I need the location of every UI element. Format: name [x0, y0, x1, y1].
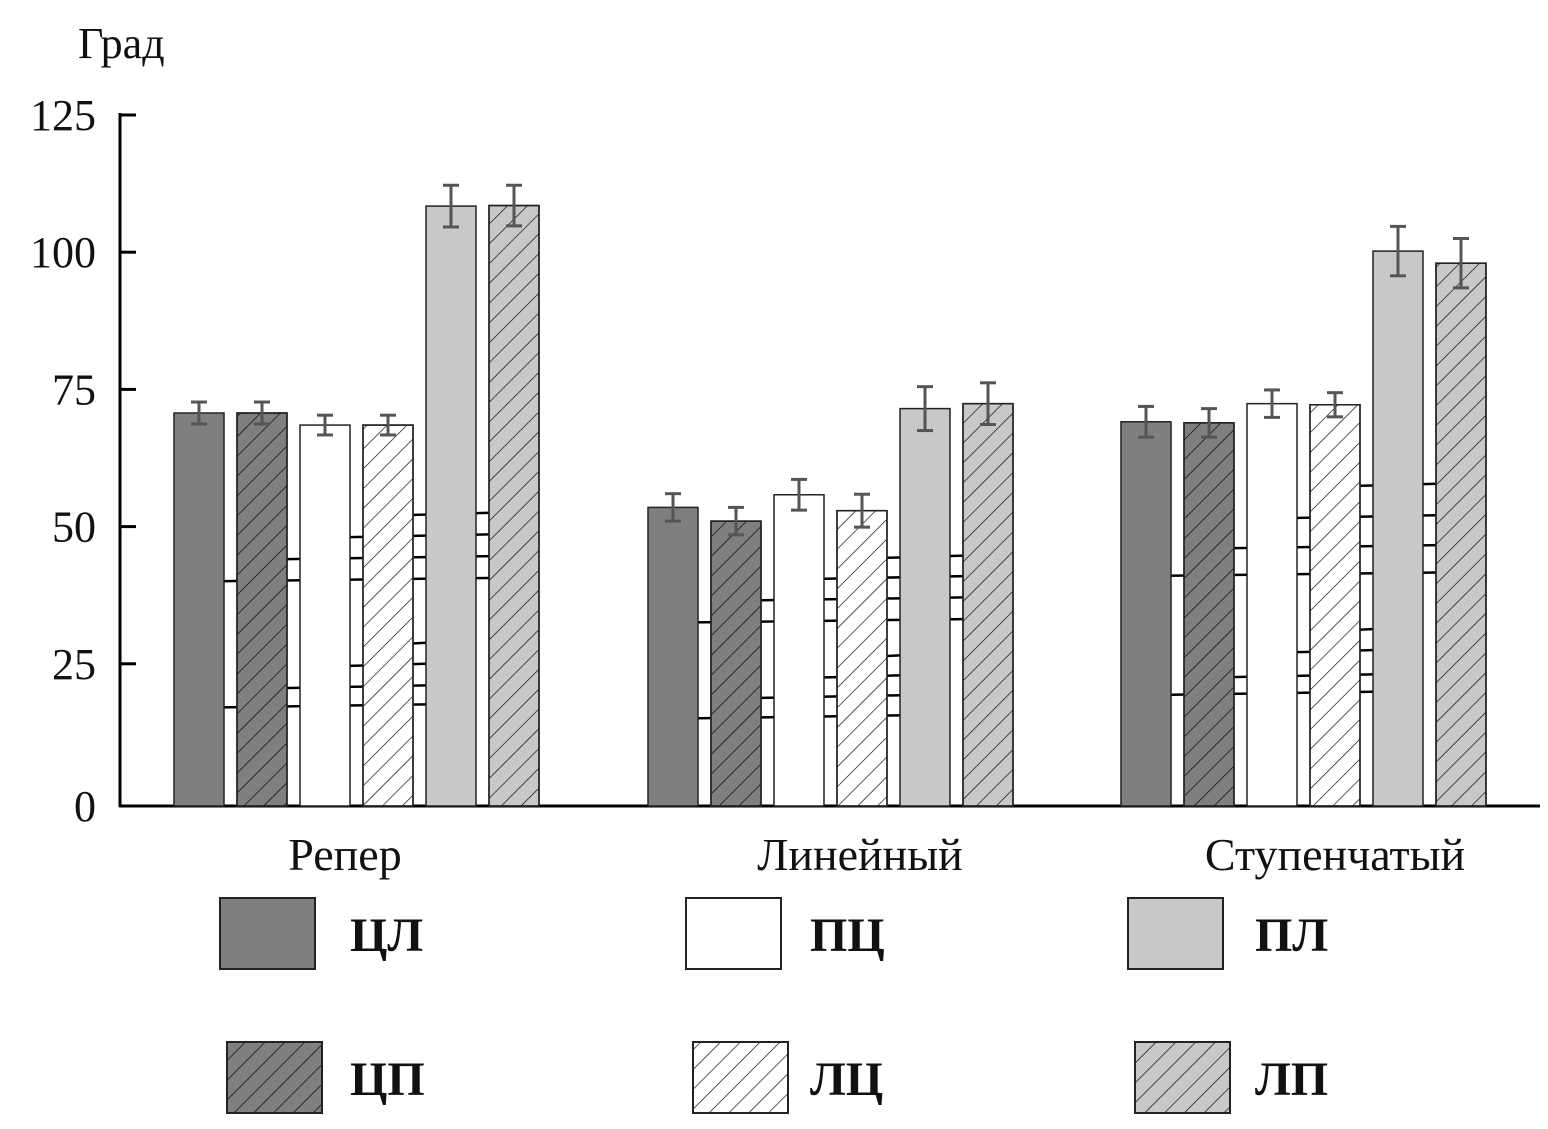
bar-hatch — [836, 509, 888, 807]
bar-hatch — [962, 402, 1014, 807]
y-tick-label: 50 — [52, 503, 96, 552]
bar-hatch — [362, 424, 414, 807]
error-bar — [191, 400, 207, 426]
error-bar — [1138, 404, 1154, 439]
error-bar — [917, 385, 933, 433]
error-bar — [506, 183, 522, 228]
y-axis-label: Град — [78, 19, 165, 68]
bar — [173, 412, 225, 807]
bar — [1246, 402, 1298, 807]
error-bar — [1327, 391, 1343, 419]
bar-hatch — [488, 204, 540, 807]
legend-label: ЦЛ — [350, 909, 423, 962]
legend-label: ПЦ — [810, 909, 885, 962]
bar — [1120, 421, 1172, 807]
bar — [899, 407, 951, 807]
bar-hatch — [710, 520, 762, 807]
bar — [425, 205, 477, 807]
legend-label: ПЛ — [1255, 909, 1328, 962]
error-bar — [443, 183, 459, 229]
legend-label: ЛЦ — [810, 1053, 883, 1106]
legend-label: ЛП — [1255, 1053, 1328, 1106]
category-label: Ступенчатый — [1205, 829, 1465, 880]
error-bar — [665, 492, 681, 523]
y-tick-label: 125 — [30, 91, 96, 140]
error-bar — [254, 400, 270, 426]
error-bar — [1453, 236, 1469, 290]
bar — [647, 506, 699, 807]
bar-hatch — [1309, 404, 1361, 807]
legend-label: ЦП — [350, 1053, 425, 1106]
error-bar — [854, 492, 870, 529]
bar-hatch — [236, 412, 288, 807]
legend-swatch-hatch — [692, 1041, 789, 1114]
legend-swatch-hatch — [1134, 1041, 1231, 1114]
legend-swatch — [219, 897, 316, 970]
bar — [299, 424, 351, 807]
y-tick-label: 75 — [52, 365, 96, 414]
error-bar — [1201, 407, 1217, 439]
bar — [773, 494, 825, 807]
category-label: Линейный — [757, 829, 963, 880]
y-tick-label: 0 — [74, 782, 96, 831]
error-bar — [380, 413, 396, 437]
legend-swatch — [685, 897, 782, 970]
error-bar — [980, 381, 996, 427]
error-bar — [791, 477, 807, 512]
category-label: Репер — [288, 829, 401, 880]
y-tick-label: 25 — [52, 640, 96, 689]
error-bar — [728, 505, 744, 537]
bar — [1372, 250, 1424, 807]
legend-swatch-hatch — [226, 1041, 323, 1114]
bar-hatch — [1435, 262, 1487, 807]
legend-swatch — [1127, 897, 1224, 970]
bar-hatch — [1183, 422, 1235, 807]
error-bar — [317, 413, 333, 437]
error-bar — [1390, 224, 1406, 278]
error-bar — [1264, 388, 1280, 419]
y-tick-label: 100 — [30, 228, 96, 277]
